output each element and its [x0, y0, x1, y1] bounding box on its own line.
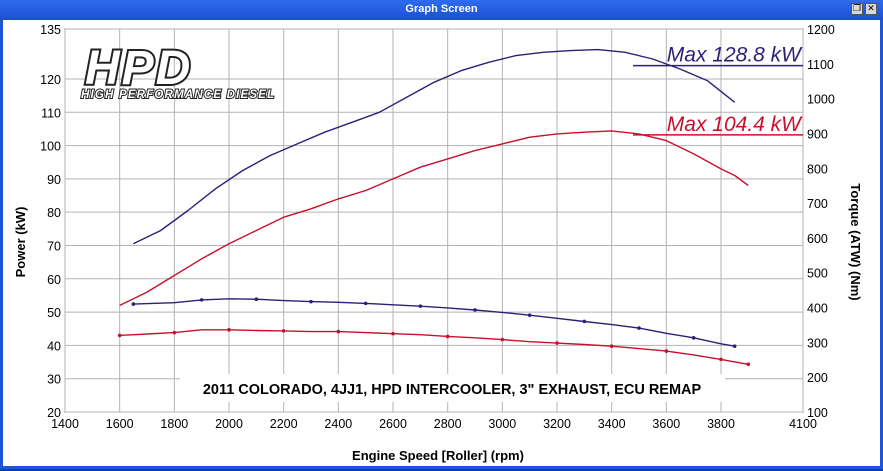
data-point: [172, 330, 177, 335]
caption-text: 2011 COLORADO, 4JJ1, HPD INTERCOOLER, 3"…: [203, 382, 702, 398]
hpd-logo: HPD HIGH PERFORMANCE DIESEL: [80, 40, 275, 102]
data-point: [131, 302, 136, 306]
data-point: [664, 349, 669, 353]
y-tick-label-right: 500: [807, 267, 828, 281]
y-tick-label-right: 900: [807, 127, 828, 141]
y-tick-label-right: 1200: [807, 23, 835, 37]
y-tick-label-left: 20: [47, 406, 61, 420]
x-tick-label: 2600: [379, 417, 407, 431]
x-tick-label: 1800: [160, 417, 188, 431]
data-point: [609, 344, 614, 348]
x-tick-label: 3000: [488, 417, 516, 431]
y-axis-label-right: Torque (ATW) (Nm): [848, 183, 863, 300]
y-tick-label-left: 90: [47, 173, 61, 187]
y-axis-label-left: Power (kW): [13, 207, 28, 278]
y-tick-label-left: 80: [47, 206, 61, 220]
y-tick-label-left: 100: [40, 140, 61, 154]
max-power-label-1: Max 128.8 kW: [667, 44, 803, 67]
series-layer: [117, 48, 751, 367]
y-tick-label-left: 70: [47, 239, 61, 253]
data-point: [418, 304, 423, 308]
data-point: [746, 362, 751, 367]
y-tick-label-left: 40: [47, 339, 61, 353]
y-tick-label-right: 400: [807, 302, 828, 316]
restore-button[interactable]: ❐: [851, 3, 863, 15]
close-button[interactable]: ✕: [865, 3, 877, 15]
data-point: [500, 337, 505, 342]
data-point: [691, 336, 696, 340]
y-tick-label-right: 1000: [807, 93, 835, 107]
chart-panel: 1400 1600 1800 2000 2200 2400 2600 2800 3000 3200…: [3, 20, 880, 466]
data-point: [473, 308, 477, 312]
y-tick-label-left: 135: [40, 23, 61, 37]
dyno-chart: 1400 1600 1800 2000 2200 2400 2600 2800 3000 3200…: [3, 20, 880, 466]
x-tick-label: 3400: [598, 417, 626, 431]
data-point: [527, 313, 532, 318]
data-point: [309, 299, 313, 304]
y-tick-label-right: 600: [807, 232, 828, 246]
plot-area: [64, 28, 804, 413]
data-point: [254, 297, 259, 301]
y-tick-label-right: 300: [807, 336, 828, 350]
series-line-2: [119, 130, 749, 307]
y-tick-label-right: 700: [807, 197, 828, 211]
y-tick-label-left: 120: [40, 73, 61, 87]
y-tick-label-left: 60: [47, 273, 61, 287]
x-tick-label: 2800: [434, 417, 462, 431]
window-title: Graph Screen: [405, 3, 478, 15]
data-point: [555, 341, 559, 345]
data-point: [582, 319, 587, 324]
y-tick-label-right: 800: [807, 162, 828, 176]
data-point: [391, 331, 395, 336]
data-point: [732, 344, 737, 348]
data-point: [117, 333, 122, 338]
y-tick-label-right: 200: [807, 371, 828, 385]
data-point: [363, 301, 368, 306]
x-tick-label: 2000: [215, 417, 243, 431]
x-tick-label: 3200: [543, 417, 571, 431]
x-tick-label: 3600: [652, 417, 680, 431]
y-tick-label-left: 110: [41, 106, 61, 120]
data-point: [637, 326, 641, 330]
series-line-3: [133, 298, 735, 347]
title-bar: Graph Screen ❐ ✕: [0, 0, 883, 20]
data-point: [719, 357, 723, 362]
data-point: [281, 329, 286, 333]
logo-main: HPD: [85, 42, 192, 95]
x-tick-label: 2200: [270, 417, 298, 431]
data-point: [199, 298, 204, 302]
series-line-1: [132, 48, 736, 245]
annotations: Max 128.8 kW Max 104.4 kW 2011 COLORADO,…: [180, 44, 803, 402]
x-tick-label: 1600: [106, 417, 134, 431]
y-tick-label-left: 30: [47, 373, 61, 387]
tick-labels: 1400 1600 1800 2000 2200 2400 2600 2800 3000 3200…: [40, 23, 835, 431]
y-tick-label-right: 100: [807, 406, 828, 420]
x-tick-label: 2400: [324, 417, 352, 431]
x-tick-label: 4100: [789, 417, 817, 431]
data-point: [227, 328, 231, 332]
data-point: [336, 329, 341, 334]
y-tick-label-right: 1100: [807, 58, 834, 72]
data-point: [445, 334, 450, 339]
x-tick-label: 3800: [707, 417, 735, 431]
y-tick-label-left: 50: [47, 306, 61, 320]
max-power-label-2: Max 104.4 kW: [667, 113, 803, 136]
x-tick-label: 1400: [51, 417, 79, 431]
logo-sub: HIGH PERFORMANCE DIESEL: [81, 89, 275, 101]
caption-box: [180, 374, 725, 402]
x-axis-label: Engine Speed [Roller] (rpm): [352, 448, 524, 463]
